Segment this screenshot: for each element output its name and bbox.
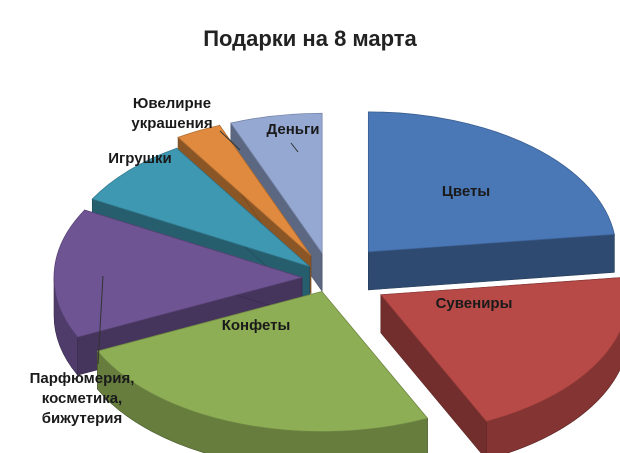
pie-slice-6	[230, 112, 323, 255]
leader-line-3	[97, 275, 104, 365]
pie-labels: Цветы Сувениры Конфеты Парфюмерия, косметика…	[30, 95, 513, 427]
slice-label-3: Парфюмерия, косметика, бижутерия	[30, 370, 135, 427]
leader-line-6	[290, 142, 299, 153]
slice-label-2: Конфеты	[222, 317, 291, 334]
pie-slice-0	[367, 111, 615, 253]
pie-slice-2	[96, 291, 429, 432]
slice-label-6: Деньги	[267, 121, 320, 138]
pie-slice-3	[53, 209, 304, 338]
pie-slice-1	[380, 277, 620, 422]
slice-label-1: Сувениры	[436, 295, 513, 312]
pie-tops	[53, 111, 620, 432]
pie-slice-4	[91, 147, 310, 267]
chart-title: Подарки на 8 марта	[203, 26, 417, 51]
slice-label-0: Цветы	[442, 183, 490, 200]
slice-label-5: Ювелирне украшения	[131, 95, 212, 132]
slice-label-4: Игрушки	[108, 150, 172, 167]
pie-slice-5	[177, 124, 312, 256]
leader-line-5	[219, 130, 241, 151]
